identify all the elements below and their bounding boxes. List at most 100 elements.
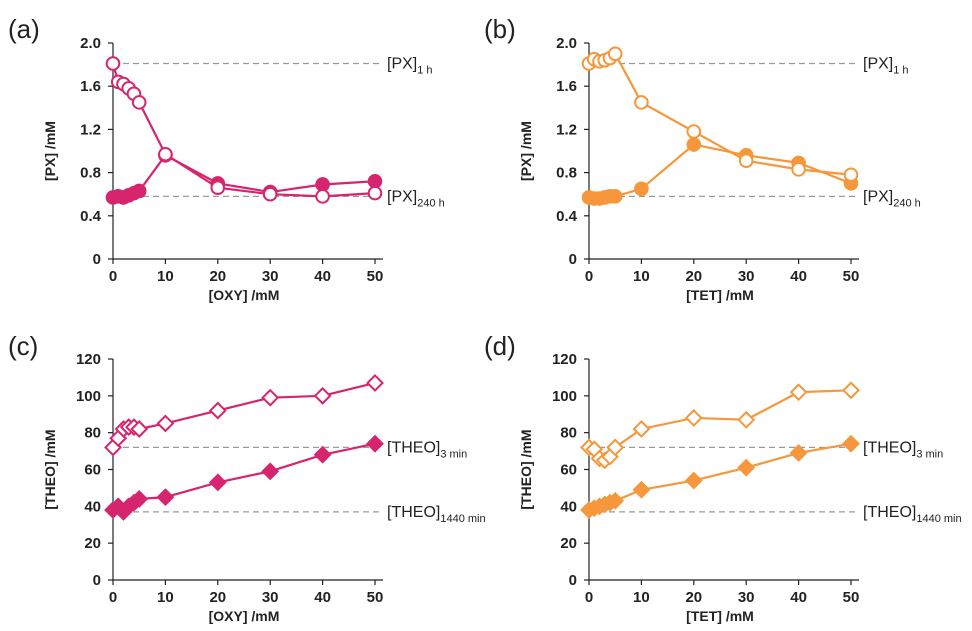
data-point-open (737, 410, 756, 429)
data-point-open (158, 146, 173, 162)
y-tick-label: 120 (552, 351, 577, 368)
data-point-filled (606, 491, 625, 510)
x-axis-label: [TET] /mM (686, 608, 754, 624)
x-tick-label: 10 (157, 589, 174, 606)
data-point-filled (607, 189, 623, 204)
reference-label-main: [THEO] (863, 439, 916, 456)
data-point-filled (632, 480, 651, 499)
data-point-open (262, 186, 278, 202)
data-point-filled (130, 490, 149, 508)
reference-label-main: [THEO] (387, 439, 440, 456)
reference-label-main: [THEO] (863, 504, 916, 521)
data-point-filled (366, 434, 384, 453)
y-tick-label: 0.8 (556, 165, 577, 182)
x-tick-label: 20 (685, 268, 702, 285)
y-axis-label: [PX] /mM (518, 121, 534, 181)
x-tick-label: 30 (738, 589, 755, 606)
x-tick-label: 20 (685, 589, 702, 606)
y-axis-label: [THEO] /mM (42, 429, 58, 509)
chart-panel-3: (c)[THEO]3 min[THEO]1440 min020406080100… (8, 331, 486, 624)
reference-label-subscript: 1440 min (440, 513, 485, 525)
data-point-open (842, 381, 860, 400)
y-tick-label: 0 (93, 251, 101, 268)
panel-label: (a) (8, 14, 40, 44)
reference-label-main: [PX] (387, 188, 417, 205)
y-tick-label: 0.8 (80, 165, 101, 182)
y-axis-label: [PX] /mM (42, 121, 58, 181)
data-point-open (208, 401, 227, 420)
data-point-filled (842, 434, 860, 453)
data-point-filled (634, 181, 649, 197)
y-tick-label: 2.0 (80, 35, 101, 52)
x-axis-label: [OXY] /mM (209, 287, 280, 303)
series-line-open (112, 381, 376, 448)
data-point-open (130, 420, 149, 438)
x-tick-label: 30 (262, 589, 279, 606)
x-tick-label: 30 (738, 268, 755, 285)
y-tick-label: 0 (569, 572, 577, 589)
y-tick-label: 120 (76, 351, 101, 368)
data-point-filled (208, 473, 227, 492)
y-tick-label: 1.2 (556, 121, 577, 138)
panel-label: (c) (8, 331, 38, 361)
chart-panel-4: (d)[THEO]3 min[THEO]1440 min020406080100… (484, 331, 962, 624)
panel-label: (b) (484, 14, 516, 44)
data-point-open (105, 56, 121, 71)
x-tick-label: 30 (262, 268, 279, 285)
data-point-filled (737, 458, 756, 477)
data-point-open (789, 383, 808, 402)
reference-label-subscript: 240 h (893, 197, 921, 209)
reference-label-main: [PX] (863, 188, 893, 205)
data-point-open (843, 167, 859, 183)
y-tick-label: 20 (560, 535, 577, 552)
x-tick-label: 50 (367, 589, 384, 606)
data-point-filled (367, 173, 383, 189)
y-tick-label: 1.6 (556, 78, 577, 95)
y-tick-label: 0.4 (80, 208, 102, 225)
x-tick-label: 10 (633, 589, 650, 606)
y-tick-label: 100 (552, 388, 577, 405)
y-tick-label: 60 (84, 462, 101, 479)
reference-label: [PX]240 h (863, 188, 921, 209)
reference-label: [THEO]1440 min (387, 504, 486, 525)
x-tick-label: 20 (209, 268, 226, 285)
reference-label-subscript: 240 h (417, 197, 445, 209)
data-point-open (210, 180, 226, 196)
y-tick-label: 1.2 (80, 121, 101, 138)
series-line-open (588, 52, 852, 176)
y-tick-label: 80 (84, 425, 101, 442)
data-point-open (131, 95, 147, 110)
x-tick-label: 10 (157, 268, 174, 285)
data-point-open (634, 95, 649, 110)
y-tick-label: 40 (560, 498, 577, 515)
series-line-open (111, 63, 376, 198)
x-axis-label: [OXY] /mM (209, 608, 280, 624)
data-point-filled (261, 462, 280, 481)
x-tick-label: 50 (843, 268, 860, 285)
data-point-filled (684, 471, 703, 490)
reference-label-subscript: 1440 min (916, 513, 961, 525)
y-tick-label: 40 (84, 498, 101, 515)
x-tick-label: 50 (367, 268, 384, 285)
data-point-open (315, 189, 330, 204)
x-tick-label: 0 (585, 589, 593, 606)
x-tick-label: 20 (209, 589, 226, 606)
data-point-open (261, 388, 280, 407)
data-point-open (686, 124, 702, 139)
x-tick-label: 40 (790, 589, 807, 606)
data-point-filled (313, 445, 332, 464)
series-line-filled (588, 442, 852, 512)
y-tick-label: 80 (560, 425, 577, 442)
data-point-open (632, 420, 651, 438)
data-point-filled (315, 177, 330, 192)
reference-label: [THEO]1440 min (863, 504, 962, 525)
data-point-open (684, 409, 703, 427)
reference-label-main: [THEO] (387, 504, 440, 521)
data-point-open (791, 162, 806, 177)
x-tick-label: 40 (790, 268, 807, 285)
data-point-filled (131, 183, 147, 199)
y-tick-label: 60 (560, 462, 577, 479)
reference-label-main: [PX] (387, 56, 417, 73)
chart-panel-1: (a)[PX]1 h[PX]240 h00.40.81.21.62.00 10 20… (8, 14, 445, 303)
y-axis-label: [THEO] /mM (518, 429, 534, 509)
